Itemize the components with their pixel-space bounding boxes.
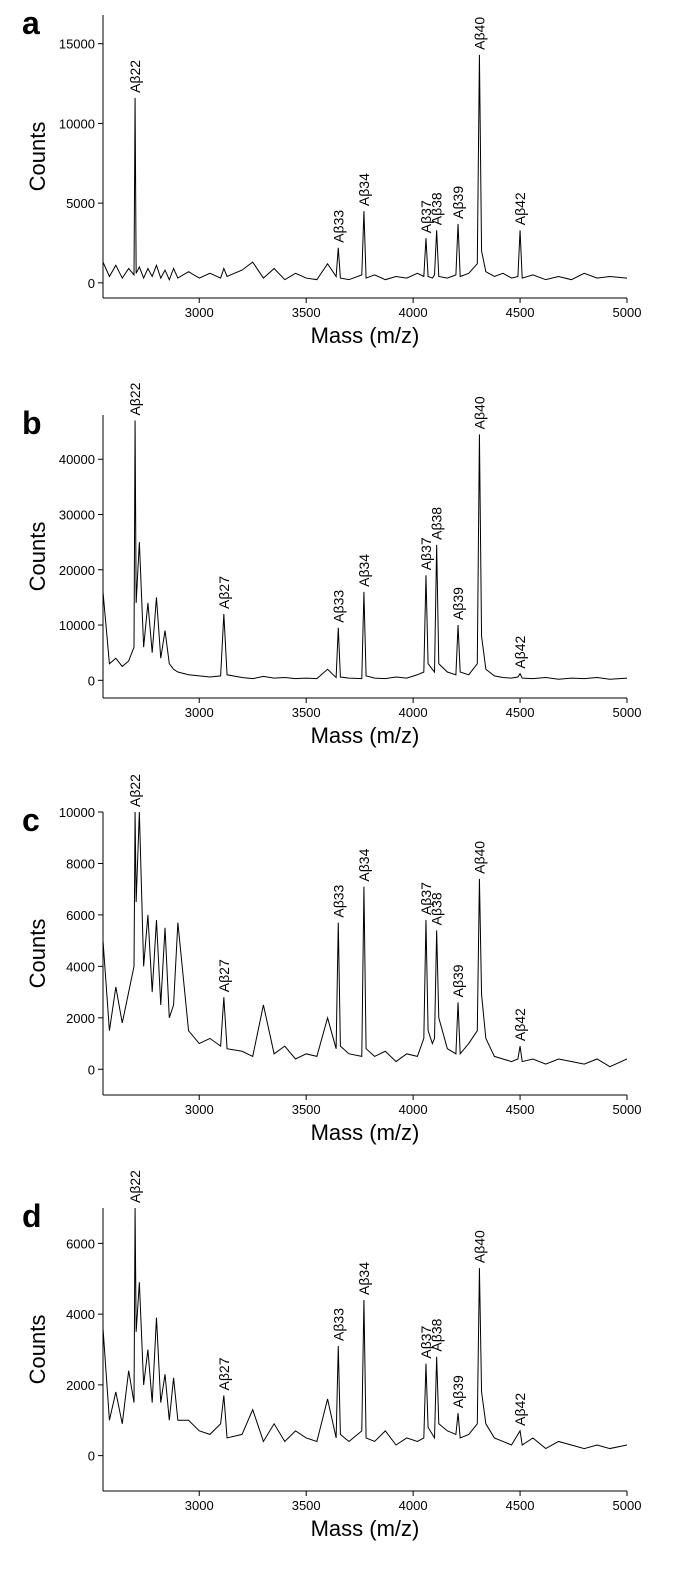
x-tick-label: 5000 <box>613 1498 642 1513</box>
x-tick-label: 3500 <box>292 1102 321 1117</box>
peak-label: Aβ42 <box>512 192 528 225</box>
y-tick-label: 10000 <box>59 618 95 633</box>
x-tick-label: 4000 <box>399 705 428 720</box>
x-tick-label: 4000 <box>399 1102 428 1117</box>
peak-label: Aβ33 <box>330 884 346 917</box>
panel-letter: a <box>22 5 40 41</box>
panel-letter: d <box>22 1198 42 1234</box>
peak-label: Aβ22 <box>127 60 143 93</box>
x-tick-label: 3000 <box>185 1498 214 1513</box>
y-axis-label: Counts <box>25 522 50 592</box>
peak-label: Aβ22 <box>127 382 143 415</box>
x-tick-label: 4000 <box>399 305 428 320</box>
y-tick-label: 2000 <box>66 1378 95 1393</box>
spectrum-line <box>103 811 627 1068</box>
x-tick-label: 4500 <box>506 305 535 320</box>
peak-label: Aβ34 <box>356 1262 372 1295</box>
panel: b 0 10000 20000 30000 40000 3000 3500 4000 4500 50… <box>22 382 641 748</box>
x-tick-label: 4500 <box>506 705 535 720</box>
peak-label: Aβ38 <box>429 507 445 540</box>
peak-label: Aβ34 <box>356 554 372 587</box>
peak-label: Aβ33 <box>330 210 346 243</box>
y-tick-label: 10000 <box>59 805 95 820</box>
x-tick-label: 5000 <box>613 705 642 720</box>
peak-label: Aβ39 <box>450 964 466 997</box>
x-tick-label: 5000 <box>613 1102 642 1117</box>
peak-label: Aβ37 <box>418 200 434 233</box>
x-tick-label: 4000 <box>399 1498 428 1513</box>
peak-label: Aβ38 <box>429 892 445 925</box>
peak-label: Aβ37 <box>418 1325 434 1358</box>
peak-label: Aβ38 <box>429 192 445 225</box>
peak-label: Aβ42 <box>512 1393 528 1426</box>
x-axis-label: Mass (m/z) <box>311 323 420 348</box>
panel: a 0 5000 10000 15000 3000 3500 4000 4500 5000 Coun… <box>22 5 641 348</box>
peak-label: Aβ27 <box>216 576 232 609</box>
peak-label: Aβ39 <box>450 587 466 620</box>
peak-label: Aβ39 <box>450 1375 466 1408</box>
peak-label: Aβ27 <box>216 1357 232 1390</box>
y-tick-label: 4000 <box>66 1307 95 1322</box>
y-tick-label: 2000 <box>66 1011 95 1026</box>
panel-letter: c <box>22 802 40 838</box>
x-tick-label: 3500 <box>292 705 321 720</box>
peak-label: Aβ38 <box>429 1318 445 1351</box>
y-tick-label: 0 <box>88 1449 95 1464</box>
peak-label: Aβ40 <box>471 1230 487 1263</box>
x-tick-label: 4500 <box>506 1498 535 1513</box>
peak-label: Aβ22 <box>127 774 143 807</box>
x-tick-label: 3500 <box>292 305 321 320</box>
y-axis-label: Counts <box>25 919 50 989</box>
y-tick-label: 4000 <box>66 959 95 974</box>
y-tick-label: 0 <box>88 276 95 291</box>
panel: c 0 2000 4000 6000 8000 10000 3000 3500 4000 4500 5… <box>22 774 641 1145</box>
y-tick-label: 30000 <box>59 507 95 522</box>
spectrum-line <box>103 420 627 680</box>
spectrum-line <box>103 1207 627 1450</box>
peak-label: Aβ37 <box>418 882 434 915</box>
spectrum-line <box>103 54 627 281</box>
panel-letter: b <box>22 405 42 441</box>
peak-label: Aβ33 <box>330 590 346 623</box>
y-tick-label: 15000 <box>59 37 95 52</box>
peak-label: Aβ42 <box>512 636 528 669</box>
y-tick-label: 40000 <box>59 452 95 467</box>
peak-label: Aβ33 <box>330 1308 346 1341</box>
x-axis-label: Mass (m/z) <box>311 723 420 748</box>
y-tick-label: 5000 <box>66 196 95 211</box>
y-tick-label: 6000 <box>66 908 95 923</box>
peak-label: Aβ39 <box>450 186 466 219</box>
y-tick-label: 0 <box>88 673 95 688</box>
peak-label: Aβ40 <box>471 841 487 874</box>
y-axis-label: Counts <box>25 1315 50 1385</box>
y-tick-label: 6000 <box>66 1236 95 1251</box>
peak-label: Aβ22 <box>127 1170 143 1203</box>
x-tick-label: 4500 <box>506 1102 535 1117</box>
y-tick-label: 20000 <box>59 563 95 578</box>
x-tick-label: 3000 <box>185 305 214 320</box>
y-axis-label: Counts <box>25 122 50 192</box>
peak-label: Aβ42 <box>512 1008 528 1041</box>
peak-label: Aβ34 <box>356 173 372 206</box>
peak-label: Aβ27 <box>216 959 232 992</box>
x-tick-label: 3000 <box>185 1102 214 1117</box>
peak-label: Aβ40 <box>471 396 487 429</box>
peak-label: Aβ34 <box>356 848 372 881</box>
x-tick-label: 3500 <box>292 1498 321 1513</box>
x-axis-label: Mass (m/z) <box>311 1120 420 1145</box>
y-tick-label: 10000 <box>59 116 95 131</box>
y-tick-label: 8000 <box>66 856 95 871</box>
x-axis-label: Mass (m/z) <box>311 1516 420 1541</box>
peak-label: Aβ37 <box>418 537 434 570</box>
x-tick-label: 5000 <box>613 305 642 320</box>
y-tick-label: 0 <box>88 1062 95 1077</box>
panel: d 0 2000 4000 6000 3000 3500 4000 4500 5000 Counts… <box>22 1170 641 1541</box>
peak-label: Aβ40 <box>471 17 487 50</box>
x-tick-label: 3000 <box>185 705 214 720</box>
